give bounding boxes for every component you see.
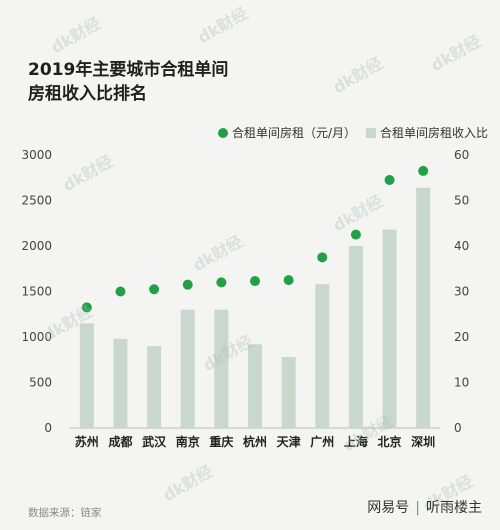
x-tick-label: 成都 [108,434,132,449]
bar [79,323,94,428]
y-right-tick-label: 20 [454,330,469,344]
y-left-tick-label: 3000 [21,148,52,162]
data-point [250,276,260,287]
bar [214,309,229,428]
y-right-tick-label: 0 [454,421,462,435]
data-point [350,229,361,240]
legend-label-ratio: 合租单间房租收入比 [379,126,488,140]
y-right-tick-label: 10 [454,376,469,390]
bar [382,229,397,428]
y-left-tick-label: 2500 [21,194,52,208]
y-left-tick-label: 1000 [21,330,52,344]
x-tick-label: 苏州 [75,434,99,449]
chart-title: 2019年主要城市合租单间 房租收入比排名 [28,58,228,106]
brand: 网易号 | 听雨楼主 [367,500,482,516]
brand-right: 听雨楼主 [426,500,482,516]
bar [281,357,296,428]
bar [348,246,363,428]
title-line-2: 房租收入比排名 [28,84,147,104]
bar [147,346,162,428]
x-tick-label: 重庆 [209,434,233,449]
data-point [81,302,92,313]
y-right-tick-label: 60 [454,148,469,162]
data-point [384,175,395,186]
data-point [182,279,193,290]
x-tick-label: 上海 [344,434,368,449]
y-right-tick-label: 40 [454,239,469,253]
data-point [418,165,429,176]
legend-item-ratio: 合租单间房租收入比 [365,124,488,141]
brand-left: 网易号 [367,500,410,516]
data-point [149,284,160,295]
y-right-tick-label: 30 [454,285,469,299]
legend-dot-icon [217,127,228,138]
title-line-1: 2019年主要城市合租单间 [28,60,229,80]
legend: 合租单间房租（元/月） 合租单间房租收入比 [208,124,488,141]
x-tick-label: 杭州 [243,434,267,449]
data-point [115,286,126,297]
y-left-tick-label: 500 [29,376,52,390]
x-tick-label: 深圳 [411,434,435,449]
legend-item-rent: 合租单间房租（元/月） [217,124,356,141]
y-left-tick-label: 2000 [21,239,52,253]
bar [113,338,128,428]
data-point [283,275,294,286]
data-point [317,252,328,263]
bar [248,344,262,428]
x-tick-label: 南京 [176,434,200,449]
x-tick-label: 天津 [277,434,301,449]
x-tick-label: 北京 [378,434,402,449]
data-source: 数据来源：链家 [28,507,102,519]
bar [416,187,431,428]
legend-square-icon [365,127,376,138]
legend-label-rent: 合租单间房租（元/月） [231,126,356,140]
y-left-tick-label: 0 [44,421,52,435]
x-tick-label: 武汉 [142,434,167,449]
x-tick-label: 广州 [310,434,334,449]
y-right-tick-label: 50 [454,194,469,208]
data-point [216,277,227,288]
y-left-tick-label: 1500 [21,285,52,299]
bar [180,309,195,428]
bar [315,284,330,428]
